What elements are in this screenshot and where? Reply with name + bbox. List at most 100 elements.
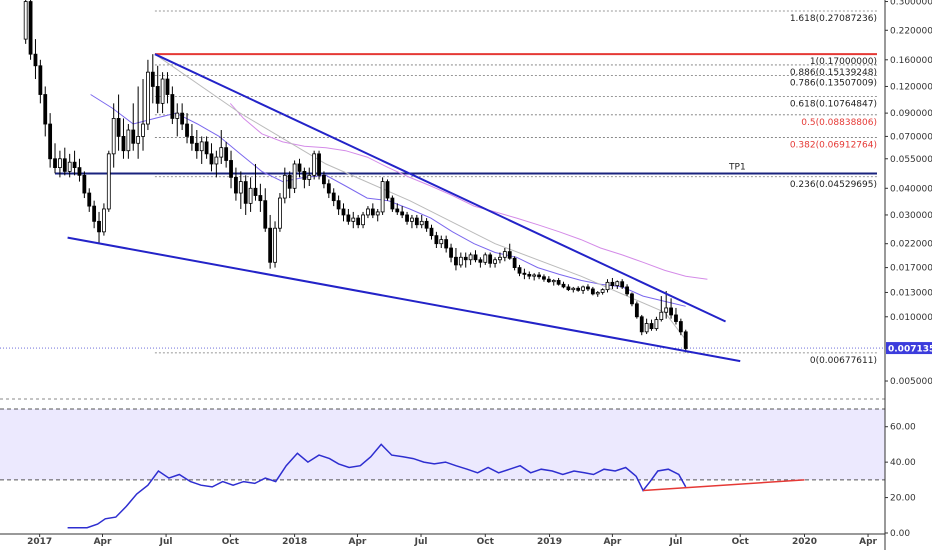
candle [102, 203, 106, 236]
candle [458, 252, 463, 268]
candle-body [493, 259, 497, 264]
candle [234, 167, 238, 201]
candle [175, 103, 180, 137]
candle [155, 65, 160, 114]
candle-body [586, 286, 590, 290]
candle [512, 256, 517, 271]
candle-body [620, 281, 625, 288]
candle-body [356, 217, 361, 226]
candle-body [155, 86, 160, 104]
last-price-badge [886, 342, 932, 355]
candle-body [322, 174, 326, 185]
y-tick-label: 0.01000000 [890, 313, 932, 323]
candle-body [517, 267, 522, 274]
candle-body [424, 220, 429, 229]
moving-average-line [229, 103, 708, 280]
candle [48, 113, 53, 168]
candle [439, 235, 444, 249]
candle-body [317, 153, 321, 176]
candle [72, 150, 77, 176]
candle-body [282, 174, 287, 199]
candle [361, 211, 365, 229]
candle-body [278, 197, 282, 229]
candle-body [380, 181, 385, 213]
candle-body [116, 118, 121, 137]
candle [336, 195, 341, 215]
candle [219, 130, 224, 164]
candle [116, 94, 121, 151]
candle [620, 279, 625, 289]
x-tick-label: Apr [349, 537, 367, 547]
candle [625, 284, 629, 297]
candle [204, 136, 209, 159]
candle [62, 147, 67, 176]
candle-body [625, 286, 629, 295]
candle-body [551, 280, 556, 283]
candle [67, 153, 72, 178]
candle-body [634, 303, 639, 318]
candle [243, 175, 248, 215]
candle-body [185, 123, 189, 137]
candle [551, 279, 556, 286]
candle-body [669, 307, 673, 316]
candle [341, 203, 346, 222]
candle-body [287, 174, 292, 189]
candle-body [209, 153, 214, 165]
candle [493, 257, 497, 268]
candle [419, 214, 424, 229]
candle-body [400, 211, 405, 216]
candle [449, 243, 453, 263]
candle [106, 150, 111, 212]
candle [502, 248, 507, 262]
candle-body [214, 156, 219, 165]
candle-body [483, 254, 488, 263]
y-tick-label: 0.05500000 [890, 155, 932, 165]
candle-body [219, 147, 224, 158]
candle [566, 284, 571, 292]
candle [571, 286, 576, 293]
candle-body [507, 251, 512, 259]
candle-body [581, 286, 585, 291]
candle-body [238, 181, 243, 194]
candle [322, 171, 326, 189]
candle-body [180, 112, 185, 125]
candle [630, 292, 634, 307]
candle-body [639, 316, 644, 333]
candle-body [444, 239, 449, 249]
tp1-label: TP1 [728, 163, 746, 173]
candle [121, 118, 126, 159]
candle-body [375, 211, 380, 216]
candle [463, 252, 468, 268]
candle-body [312, 153, 317, 176]
candle [610, 277, 615, 289]
candle [317, 150, 321, 180]
candle [258, 183, 263, 212]
candle-body [556, 280, 561, 285]
candle-body [410, 217, 414, 222]
candle [375, 208, 380, 222]
candle [644, 318, 649, 335]
candle-body [674, 314, 678, 322]
rsi-y-tick-label: 20.00 [890, 494, 916, 504]
candle-body [23, 1, 28, 40]
candle-body [370, 208, 375, 216]
candle [424, 218, 429, 232]
y-tick-label: 0.30000000 [890, 0, 932, 8]
candle-body [561, 283, 566, 288]
candle [483, 252, 488, 265]
candle [273, 221, 277, 268]
candle [390, 195, 395, 212]
candle [556, 277, 561, 286]
candle [581, 285, 585, 294]
candle-body [160, 78, 165, 104]
candle-body [683, 331, 688, 349]
candle [170, 86, 175, 125]
rsi-pane [67, 443, 805, 529]
fib-level-label: 0(0.00677611) [810, 356, 877, 366]
candle-body [234, 176, 238, 194]
candle-body [473, 254, 478, 261]
candle [532, 273, 537, 281]
candle [385, 179, 390, 201]
candle-body [351, 217, 356, 222]
